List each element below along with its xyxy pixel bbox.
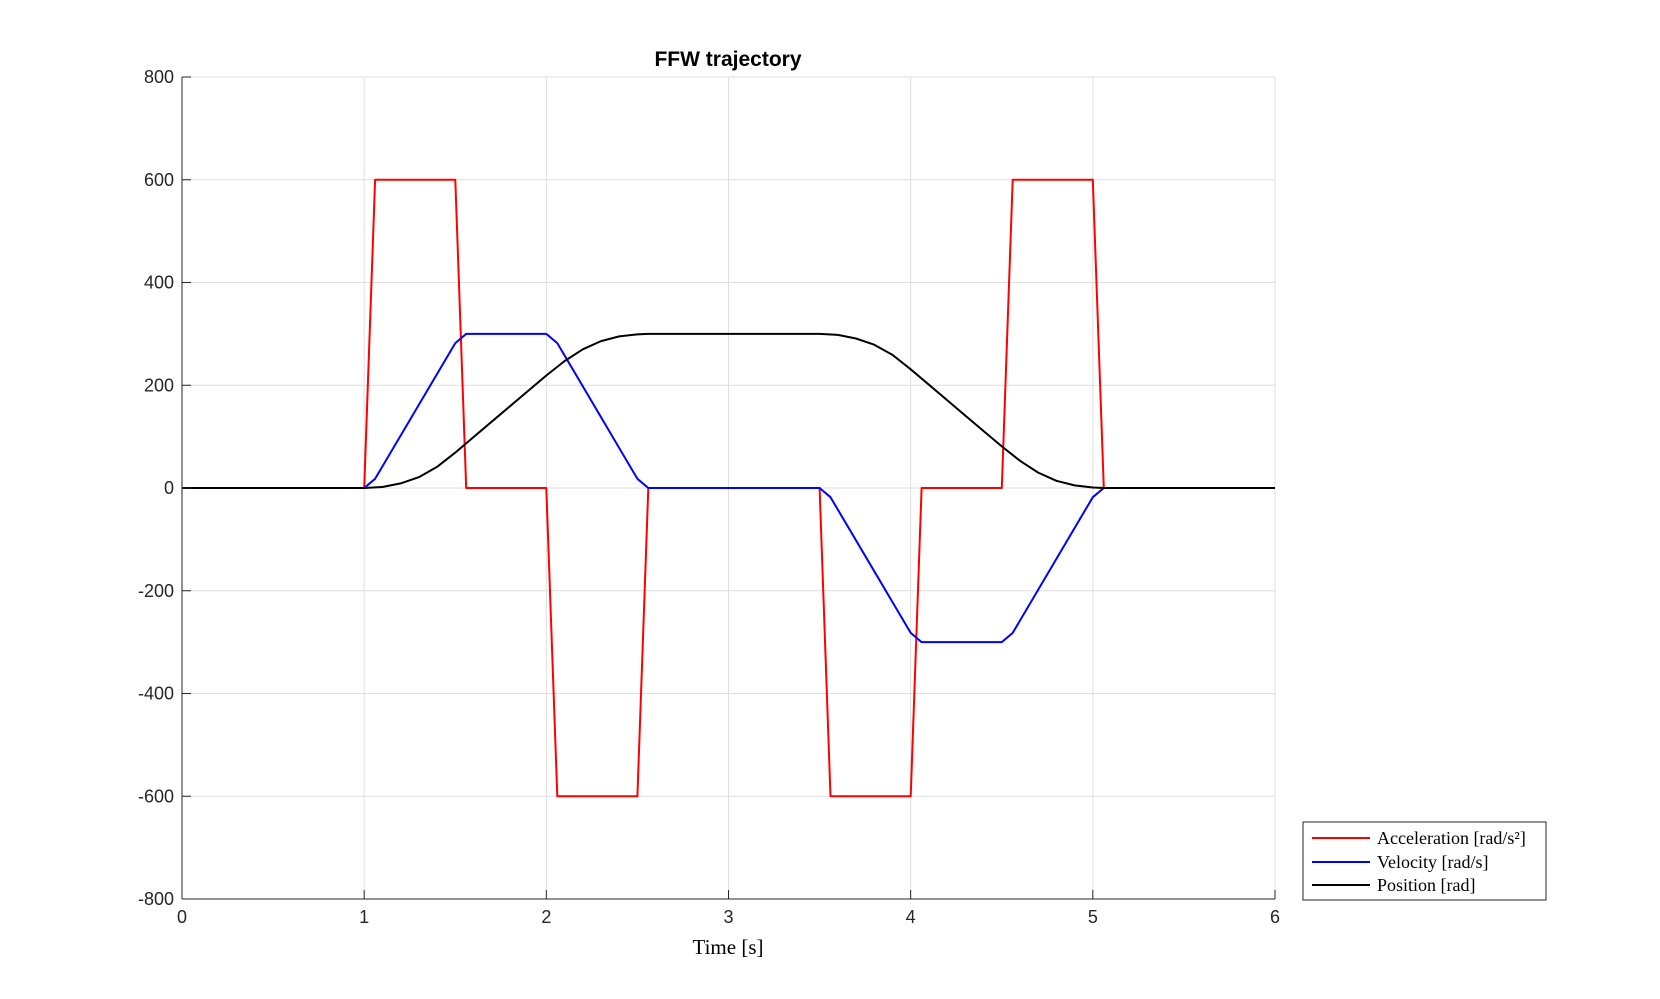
y-tick-label: -200	[138, 581, 174, 601]
x-tick-label: 6	[1270, 907, 1280, 927]
x-tick-label: 2	[541, 907, 551, 927]
x-tick-label: 0	[177, 907, 187, 927]
chart-title: FFW trajectory	[654, 48, 801, 71]
x-tick-label: 3	[723, 907, 733, 927]
y-tick-label: -800	[138, 889, 174, 909]
legend: Acceleration [rad/s²] Velocity [rad/s] P…	[1302, 821, 1547, 901]
y-tick-label: -400	[138, 684, 174, 704]
y-tick-label: -600	[138, 786, 174, 806]
x-axis-label: Time [s]	[693, 935, 764, 959]
series-line-velocity	[182, 332, 1275, 644]
grid	[182, 76, 1276, 899]
y-tick-label: 600	[144, 170, 174, 190]
y-tick-label: 200	[144, 375, 174, 395]
series-line-position	[182, 332, 1275, 489]
y-tick-label: 0	[164, 478, 174, 498]
ticks: 0 1 2 3 4 5 6 -800 -600 -400 -200 0 200 400 600 800	[138, 67, 1280, 927]
y-tick-label: 800	[144, 67, 174, 87]
x-tick-label: 1	[359, 907, 369, 927]
x-tick-label: 5	[1088, 907, 1098, 927]
y-tick-label: 400	[144, 273, 174, 293]
series-layer	[182, 178, 1275, 798]
legend-entry-position: Position [rad]	[1377, 875, 1476, 895]
legend-entry-acceleration: Acceleration [rad/s²]	[1377, 828, 1526, 848]
legend-entry-velocity: Velocity [rad/s]	[1377, 852, 1488, 872]
x-tick-label: 4	[906, 907, 916, 927]
